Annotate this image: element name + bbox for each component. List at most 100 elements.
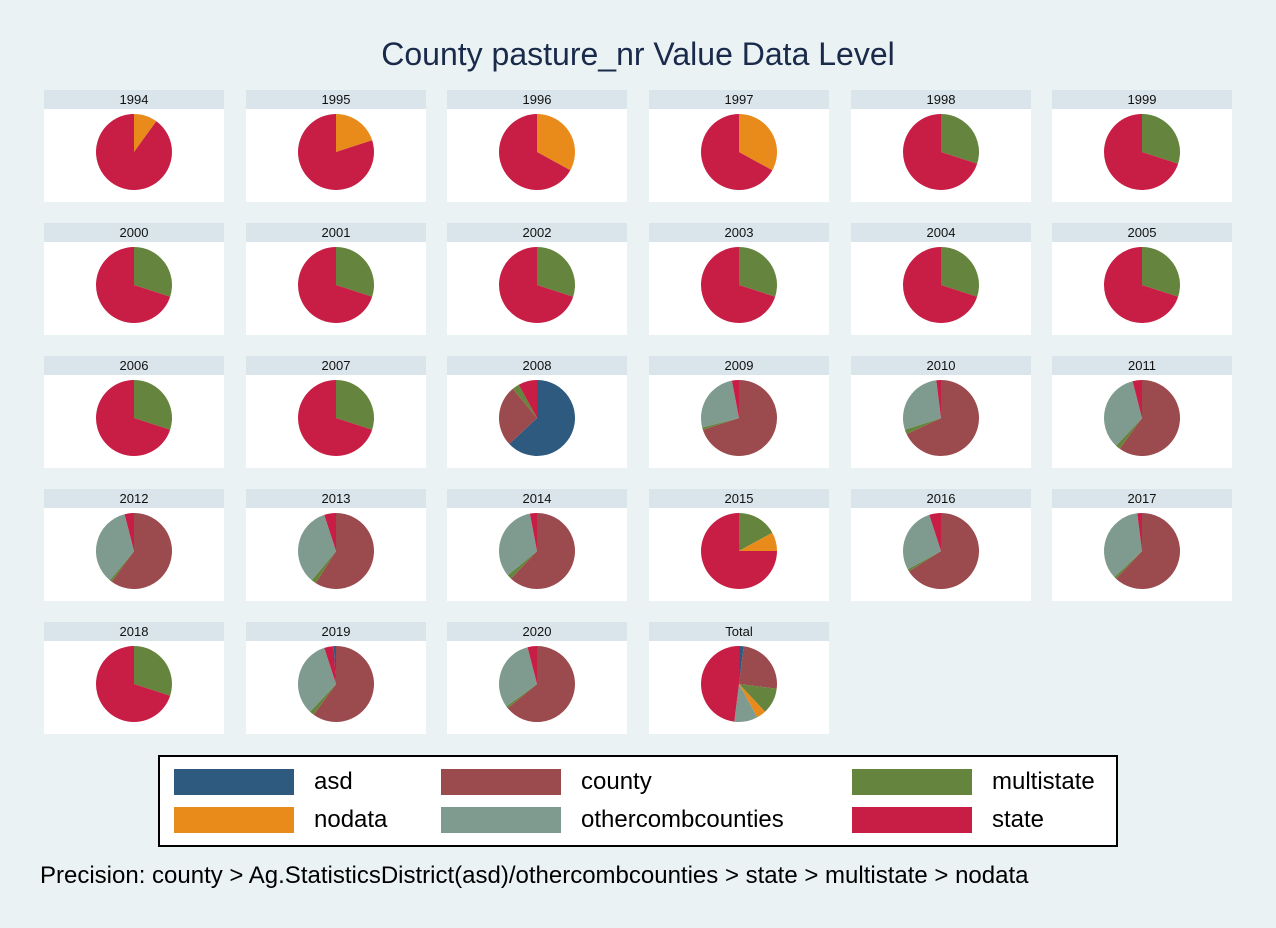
- pie-panel-2015: 2015: [649, 489, 829, 601]
- pie-chart: [95, 513, 172, 589]
- pie-slice-state: [1103, 247, 1179, 323]
- pie-slice-multistate: [739, 684, 777, 712]
- pie-panel-2000: 2000: [44, 223, 224, 335]
- pie-slice-othercombcounties: [298, 647, 336, 712]
- pie-panel-2009: 2009: [649, 356, 829, 468]
- pie-slice-multistate: [311, 551, 336, 584]
- pie-slice-county: [111, 513, 172, 589]
- pie-chart: [902, 513, 980, 589]
- pie-chart: [298, 645, 374, 722]
- pie-slice-multistate: [336, 380, 374, 430]
- pie-slice-state: [498, 247, 574, 323]
- pie-chart: [1103, 114, 1180, 190]
- panel-label: 2008: [447, 356, 627, 375]
- pie-slice-othercombcounties: [902, 514, 941, 570]
- panel-label: 1995: [246, 90, 426, 109]
- pie-slice-county: [906, 380, 980, 456]
- pie-panel-2007: 2007: [246, 356, 426, 468]
- pie-slice-othercombcounties: [1104, 513, 1142, 578]
- pie-slice-nodata: [739, 114, 778, 171]
- legend-label: asd: [314, 768, 353, 795]
- pie-chart: [1104, 513, 1181, 589]
- pie-slice-state: [527, 646, 537, 684]
- pie-slice-asd: [509, 380, 576, 456]
- pie-slice-multistate: [1142, 247, 1180, 297]
- pie-chart: [902, 114, 979, 190]
- chart-title: County pasture_nr Value Data Level: [381, 36, 895, 72]
- pie-slice-nodata: [537, 114, 576, 171]
- pie-slice-county: [908, 513, 980, 589]
- pie-slice-state: [96, 114, 173, 190]
- pie-slice-county: [510, 513, 576, 589]
- pie-chart: [298, 513, 375, 589]
- pie-slice-nodata: [336, 114, 373, 152]
- pie-chart: [498, 513, 576, 589]
- pie-slice-state: [1137, 513, 1142, 551]
- pie-chart: [95, 247, 172, 323]
- pie-slice-othercombcounties: [298, 514, 336, 581]
- pie-chart: [1103, 247, 1180, 323]
- pie-slice-multistate: [739, 247, 777, 297]
- panel-label: 1996: [447, 90, 627, 109]
- legend-label: county: [581, 768, 652, 795]
- pie-panel-2013: 2013: [246, 489, 426, 601]
- legend-swatch: [852, 769, 972, 795]
- pie-slice-state: [929, 513, 941, 551]
- pie-chart: [701, 114, 778, 190]
- pie-slice-othercombcounties: [734, 684, 758, 722]
- pie-slice-state: [731, 380, 739, 418]
- pie-slice-multistate: [512, 384, 537, 418]
- pie-slice-multistate: [1142, 114, 1180, 164]
- pie-slice-othercombcounties: [1103, 381, 1142, 446]
- pie-slice-state: [95, 646, 171, 722]
- legend-label: nodata: [314, 806, 388, 833]
- pie-slice-state: [700, 247, 776, 323]
- pie-slice-state: [297, 247, 373, 323]
- pie-panel-2018: 2018: [44, 622, 224, 734]
- panel-label: 2000: [44, 223, 224, 242]
- pie-chart: [498, 247, 575, 323]
- legend-swatch: [441, 807, 561, 833]
- pie-chart: [1103, 380, 1180, 456]
- panel-label: 2015: [649, 489, 829, 508]
- pie-panel-2012: 2012: [44, 489, 224, 601]
- panel-label: 2018: [44, 622, 224, 641]
- pie-slice-state: [297, 380, 373, 456]
- pie-slice-multistate: [702, 418, 739, 430]
- pie-slice-state: [95, 247, 171, 323]
- pie-panel-1995: 1995: [246, 90, 426, 202]
- pie-panel-2002: 2002: [447, 223, 627, 335]
- pie-slice-multistate: [537, 247, 575, 297]
- pie-panel-total: Total: [649, 622, 829, 734]
- pie-slice-multistate: [1114, 551, 1142, 579]
- pie-slice-state: [902, 247, 978, 323]
- pie-panel-grid: 1994 1995 1996 1997 1998 1999 2000 2001 2002 2003…: [44, 90, 1232, 734]
- panel-label: 2005: [1052, 223, 1232, 242]
- pie-slice-multistate: [1115, 418, 1142, 449]
- pie-chart: [701, 513, 777, 589]
- panel-label: 2011: [1052, 356, 1232, 375]
- pie-slice-state: [701, 513, 777, 589]
- pie-slice-asd: [333, 645, 336, 684]
- pie-chart: [95, 646, 172, 722]
- pie-panel-2017: 2017: [1052, 489, 1232, 601]
- panel-label: 2006: [44, 356, 224, 375]
- panel-label: 2009: [649, 356, 829, 375]
- pie-chart: [499, 380, 576, 456]
- pie-slice-multistate: [309, 684, 336, 715]
- panel-label: 1998: [851, 90, 1031, 109]
- panel-label: 2002: [447, 223, 627, 242]
- pie-slice-county: [313, 646, 374, 722]
- pie-chart: [96, 114, 173, 190]
- legend: asd county multistate nodata othercombcounti…: [158, 755, 1118, 847]
- pie-chart: [498, 646, 576, 722]
- pie-slice-county: [1119, 380, 1180, 456]
- pie-slice-asd: [739, 646, 744, 684]
- pie-slice-state: [529, 513, 537, 551]
- panel-label: 2020: [447, 622, 627, 641]
- pie-slice-state: [124, 513, 134, 551]
- pie-panel-2006: 2006: [44, 356, 224, 468]
- pie-slice-county: [315, 513, 375, 589]
- panel-label: 2010: [851, 356, 1031, 375]
- panel-label: 2004: [851, 223, 1031, 242]
